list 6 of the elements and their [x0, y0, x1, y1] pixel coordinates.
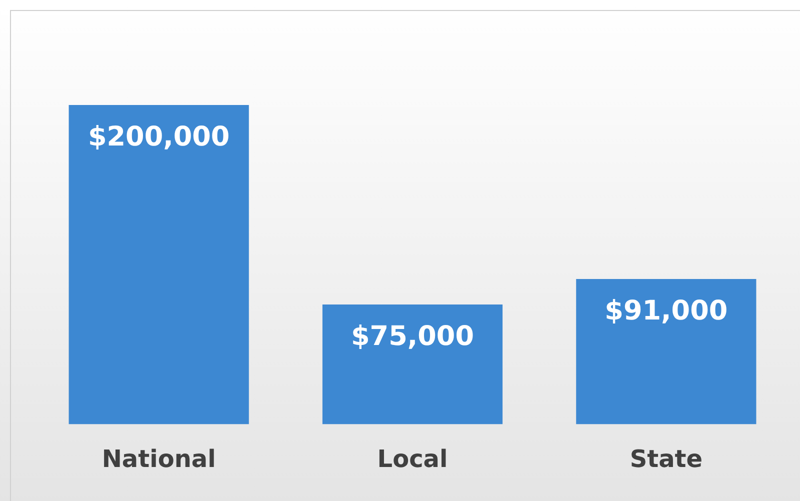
x-tick-label: National	[102, 444, 216, 473]
data-label: $75,000	[351, 321, 474, 352]
data-label: $200,000	[88, 122, 230, 153]
x-tick-label: Local	[377, 444, 448, 473]
data-label: $91,000	[604, 295, 728, 326]
x-tick-label: State	[630, 444, 703, 473]
